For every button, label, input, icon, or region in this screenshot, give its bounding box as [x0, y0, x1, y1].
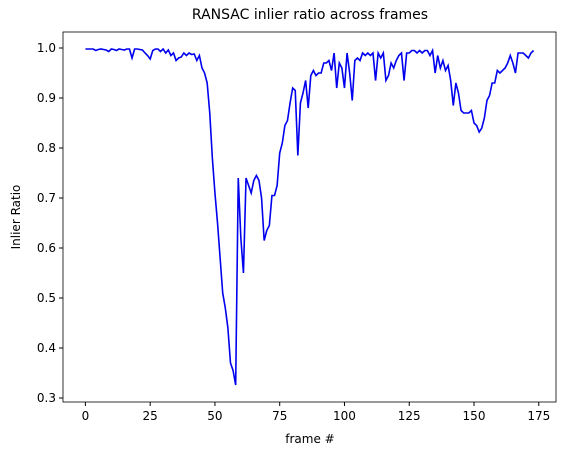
- data-line: [85, 47, 535, 386]
- y-tick-label: 1.0: [37, 41, 56, 55]
- x-tick-label: 75: [272, 409, 287, 423]
- y-axis-label: Inlier Ratio: [9, 185, 23, 250]
- chart-title: RANSAC inlier ratio across frames: [192, 7, 428, 23]
- y-tick-label: 0.9: [37, 91, 56, 105]
- plot-frame: [62, 31, 557, 403]
- x-tick-label: 100: [333, 409, 356, 423]
- x-tick-label: 25: [143, 409, 158, 423]
- x-axis-label: frame #: [285, 432, 334, 446]
- y-tick-label: 0.4: [37, 341, 56, 355]
- x-tick-label: 125: [398, 409, 421, 423]
- y-tick-label: 0.5: [37, 291, 56, 305]
- x-tick-label: 175: [527, 409, 550, 423]
- x-tick-label: 0: [82, 409, 90, 423]
- y-tick-label: 0.7: [37, 191, 56, 205]
- x-tick-label: 50: [207, 409, 222, 423]
- y-tick-label: 0.6: [37, 241, 56, 255]
- y-tick-label: 0.3: [37, 391, 56, 405]
- x-tick-label: 150: [463, 409, 486, 423]
- y-tick-label: 0.8: [37, 141, 56, 155]
